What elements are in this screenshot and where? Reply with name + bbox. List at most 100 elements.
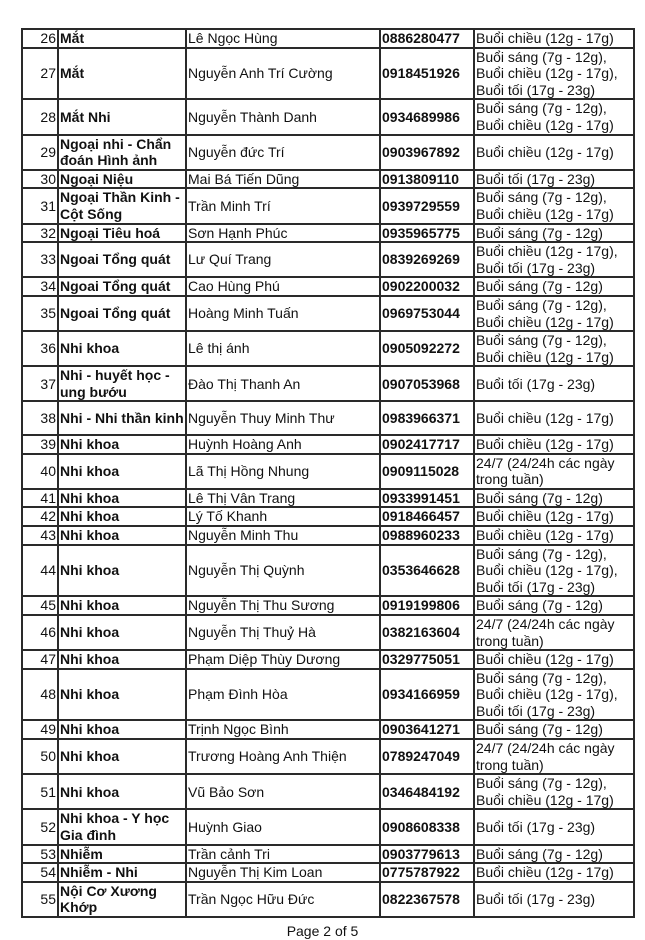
doctor-name-cell: Lê Thị Vân Trang [185,487,381,509]
table-row: 27 Mắt Nguyễn Anh Trí Cường 0918451926 Buổi … [21,46,635,101]
table-row: 36 Nhi khoa Lê thị ánh 0905092272 Buổi sáng … [21,330,635,368]
schedule-cell: Buổi sáng (7g - 12g) [473,719,635,741]
phone-cell: 0933991451 [379,487,475,509]
phone-cell: 0988960233 [379,524,475,546]
doctor-name-cell: Trương Hoàng Anh Thiện [185,738,381,776]
row-number: 38 [21,400,59,436]
table-row: 44 Nhi khoa Nguyễn Thị Quỳnh 0353646628 Buổi… [21,543,635,598]
row-number: 31 [21,187,59,225]
phone-cell: 0903641271 [379,719,475,741]
specialty-cell: Ngoại Niệu [57,168,187,190]
phone-cell: 0934166959 [379,667,475,722]
phone-cell: 0935965775 [379,222,475,244]
table-row: 33 Ngoai Tổng quát Lư Quí Trang 0839269269 B… [21,241,635,279]
table-row: 51 Nhi khoa Vũ Bảo Sơn 0346484192 Buổi sáng … [21,773,635,811]
table-row: 34 Ngoai Tổng quát Cao Hùng Phú 0902200032 B… [21,276,635,297]
row-number: 54 [21,862,59,883]
row-number: 30 [21,168,59,190]
row-number: 29 [21,133,59,171]
specialty-cell: Ngoai Tổng quát [57,294,187,333]
table-row: 46 Nhi khoa Nguyễn Thị Thuỷ Hà 0382163604 24… [21,613,635,652]
doctor-name-cell: Trần cảnh Tri [185,843,381,865]
doctor-name-cell: Lã Thị Hồng Nhung [185,452,381,490]
row-number: 40 [21,452,59,490]
phone-cell: 0353646628 [379,543,475,598]
schedule-cell: Buổi sáng (7g - 12g), Buổi chiều (12g - … [473,98,635,136]
schedule-cell: Buổi sáng (7g - 12g), Buổi chiều (12g - … [473,773,635,811]
specialty-cell: Nhi khoa [57,452,187,490]
doctor-name-cell: Nguyễn Minh Thu [185,524,381,546]
phone-cell: 0789247049 [379,738,475,776]
specialty-cell: Ngoai Tổng quát [57,241,187,279]
table-row: 26 Mắt Lê Ngọc Hùng 0886280477 Buổi chiều (1… [21,28,635,49]
specialty-cell: Nhi khoa [57,487,187,509]
row-number: 32 [21,222,59,244]
phone-cell: 0969753044 [379,294,475,333]
table-row: 29 Ngoại nhi - Chẩn đoán Hình ảnh Nguyễn đ… [21,133,635,171]
row-number: 28 [21,98,59,136]
specialty-cell: Nhi khoa [57,543,187,598]
row-number: 33 [21,241,59,279]
doctor-name-cell: Nguyễn Anh Trí Cường [185,46,381,101]
schedule-cell: Buổi chiều (12g - 17g), Buổi tối (17g - … [473,241,635,279]
row-number: 27 [21,46,59,101]
phone-cell: 0346484192 [379,773,475,811]
row-number: 50 [21,738,59,776]
schedule-cell: Buổi sáng (7g - 12g), Buổi chiều (12g - … [473,667,635,722]
phone-cell: 0903967892 [379,133,475,171]
phone-cell: 0382163604 [379,613,475,652]
schedule-cell: Buổi tối (17g - 23g) [473,168,635,190]
row-number: 49 [21,719,59,741]
doctor-name-cell: Phạm Đình Hòa [185,667,381,722]
schedule-cell: Buổi chiều (12g - 17g) [473,524,635,546]
phone-cell: 0983966371 [379,400,475,436]
phone-cell: 0886280477 [379,28,475,49]
doctor-name-cell: Huỳnh Hoàng Anh [185,433,381,455]
specialty-cell: Nhi khoa [57,595,187,616]
phone-cell: 0918466457 [379,506,475,527]
schedule-cell: Buổi chiều (12g - 17g) [473,133,635,171]
phone-cell: 0903779613 [379,843,475,865]
schedule-cell: Buổi sáng (7g - 12g) [473,276,635,297]
table-row: 54 Nhiễm - Nhi Nguyễn Thị Kim Loan 07757879… [21,862,635,883]
table-row: 30 Ngoại Niệu Mai Bá Tiến Dũng 0913809110 Bu… [21,168,635,190]
schedule-cell: Buổi chiều (12g - 17g) [473,400,635,436]
schedule-cell: Buổi sáng (7g - 12g), Buổi chiều (12g - … [473,46,635,101]
doctor-name-cell: Nguyễn Thị Quỳnh [185,543,381,598]
row-number: 44 [21,543,59,598]
table-row: 49 Nhi khoa Trịnh Ngọc Bình 0903641271 Buổi … [21,719,635,741]
specialty-cell: Nhi khoa [57,506,187,527]
specialty-cell: Ngoai Tổng quát [57,276,187,297]
specialty-cell: Nhi khoa [57,433,187,455]
phone-cell: 0909115028 [379,452,475,490]
row-number: 42 [21,506,59,527]
phone-cell: 0913809110 [379,168,475,190]
row-number: 41 [21,487,59,509]
doctor-name-cell: Đào Thị Thanh An [185,365,381,403]
schedule-cell: Buổi chiều (12g - 17g) [473,28,635,49]
document-page: 26 Mắt Lê Ngọc Hùng 0886280477 Buổi chiều (1… [21,28,635,919]
phone-cell: 0902200032 [379,276,475,297]
table-body: 26 Mắt Lê Ngọc Hùng 0886280477 Buổi chiều (1… [21,28,635,919]
row-number: 39 [21,433,59,455]
specialty-cell: Mắt [57,46,187,101]
phone-cell: 0905092272 [379,330,475,368]
table-row: 32 Ngoại Tiêu hoá Sơn Hạnh Phúc 0935965775 B… [21,222,635,244]
schedule-cell: Buổi sáng (7g - 12g), Buổi chiều (12g - … [473,543,635,598]
doctor-name-cell: Sơn Hạnh Phúc [185,222,381,244]
row-number: 52 [21,808,59,846]
doctor-name-cell: Cao Hùng Phú [185,276,381,297]
specialty-cell: Nhi khoa [57,667,187,722]
schedule-cell: Buổi tối (17g - 23g) [473,365,635,403]
doctor-name-cell: Nguyễn đức Trí [185,133,381,171]
table-row: 48 Nhi khoa Phạm Đình Hòa 0934166959 Buổi sá… [21,667,635,722]
table-row: 43 Nhi khoa Nguyễn Minh Thu 0988960233 Buổi … [21,524,635,546]
specialty-cell: Nhi khoa [57,524,187,546]
row-number: 36 [21,330,59,368]
row-number: 46 [21,613,59,652]
row-number: 37 [21,365,59,403]
schedule-cell: 24/7 (24/24h các ngày trong tuần) [473,738,635,776]
specialty-cell: Ngoại Thần Kinh - Cột Sống [57,187,187,225]
phone-cell: 0919199806 [379,595,475,616]
specialty-cell: Nhi khoa [57,773,187,811]
